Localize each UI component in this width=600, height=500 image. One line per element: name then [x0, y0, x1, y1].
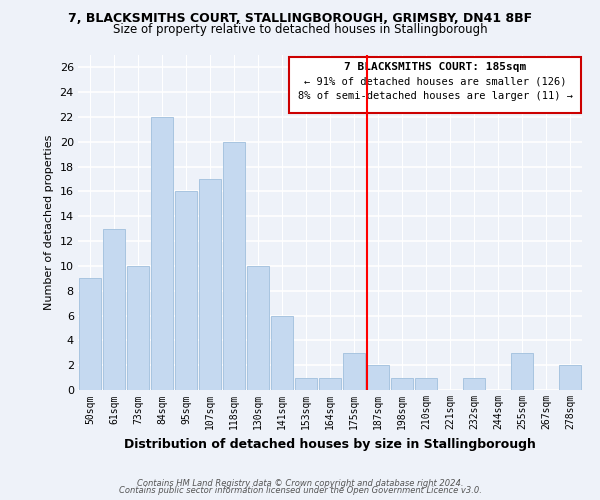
Bar	[175, 192, 197, 390]
Bar	[391, 378, 413, 390]
Bar	[295, 378, 317, 390]
Bar	[103, 228, 125, 390]
Text: 7 BLACKSMITHS COURT: 185sqm: 7 BLACKSMITHS COURT: 185sqm	[344, 62, 526, 72]
Bar	[247, 266, 269, 390]
Bar	[151, 117, 173, 390]
Bar	[223, 142, 245, 390]
Bar	[271, 316, 293, 390]
Bar	[367, 365, 389, 390]
Bar	[199, 179, 221, 390]
Text: ← 91% of detached houses are smaller (126): ← 91% of detached houses are smaller (12…	[304, 76, 566, 86]
Text: 7, BLACKSMITHS COURT, STALLINGBOROUGH, GRIMSBY, DN41 8BF: 7, BLACKSMITHS COURT, STALLINGBOROUGH, G…	[68, 12, 532, 26]
Bar	[343, 353, 365, 390]
Y-axis label: Number of detached properties: Number of detached properties	[44, 135, 54, 310]
Bar	[559, 365, 581, 390]
Bar	[415, 378, 437, 390]
Text: Contains HM Land Registry data © Crown copyright and database right 2024.: Contains HM Land Registry data © Crown c…	[137, 478, 463, 488]
Text: Contains public sector information licensed under the Open Government Licence v3: Contains public sector information licen…	[119, 486, 481, 495]
Bar	[289, 57, 581, 114]
Bar	[463, 378, 485, 390]
Text: Size of property relative to detached houses in Stallingborough: Size of property relative to detached ho…	[113, 22, 487, 36]
Text: 8% of semi-detached houses are larger (11) →: 8% of semi-detached houses are larger (1…	[298, 91, 572, 101]
Bar	[79, 278, 101, 390]
X-axis label: Distribution of detached houses by size in Stallingborough: Distribution of detached houses by size …	[124, 438, 536, 451]
Bar	[127, 266, 149, 390]
Bar	[511, 353, 533, 390]
Bar	[319, 378, 341, 390]
